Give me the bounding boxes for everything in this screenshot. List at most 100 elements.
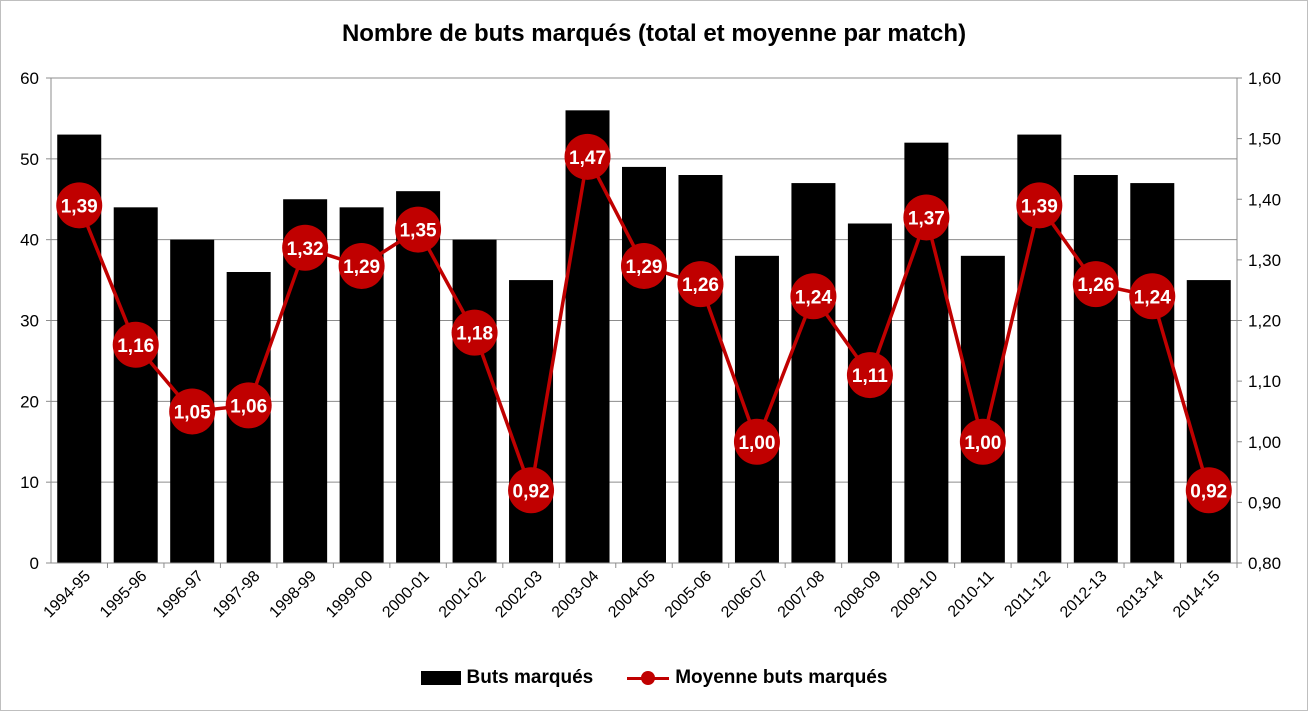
- x-category-labels: 1994-95 1995-96 1996-97 1997-98 1998-99 1999-…: [41, 568, 1224, 622]
- average-marker: [790, 273, 837, 320]
- average-marker: [56, 182, 103, 229]
- average-data-label: 1,18: [456, 324, 493, 345]
- average-marker: [395, 206, 442, 253]
- average-marker: [282, 224, 329, 271]
- bar: [509, 280, 554, 563]
- average-markers: 1,39 1,16 1,05 1,06 1,32 1,29 1,35 1,18 0,92 1,47…: [56, 133, 1232, 514]
- y-left-tick-label: 0: [30, 554, 39, 573]
- x-category-label: 1997-98: [210, 568, 264, 622]
- y-right-tick-label: 1,00: [1248, 433, 1281, 452]
- average-data-label: 1,26: [1077, 275, 1114, 296]
- y-left-tick-label: 30: [20, 312, 39, 331]
- average-marker: [338, 242, 385, 289]
- average-data-label: 1,32: [287, 239, 324, 260]
- y-left-tick-label: 20: [20, 392, 39, 411]
- x-category-label: 2004-05: [605, 568, 659, 622]
- x-category-label: 1994-95: [41, 568, 95, 622]
- average-data-label: 1,24: [795, 287, 832, 308]
- y-left-tick-label: 10: [20, 473, 39, 492]
- average-marker: [1016, 182, 1063, 229]
- average-data-label: 1,00: [738, 433, 775, 454]
- y-left-tick-label: 40: [20, 231, 39, 250]
- average-marker: [564, 133, 611, 180]
- legend-bar-swatch: [420, 671, 461, 685]
- average-marker: [112, 321, 159, 368]
- y-right-tick-label: 1,10: [1248, 372, 1281, 391]
- x-category-label: 1995-96: [97, 568, 151, 622]
- average-marker: [169, 388, 216, 435]
- x-category-label: 1998-99: [266, 568, 320, 622]
- y-right-tick-label: 1,30: [1248, 251, 1281, 270]
- x-category-label: 2003-04: [549, 568, 603, 622]
- average-data-label: 1,37: [908, 208, 945, 229]
- bar: [734, 255, 779, 564]
- bar: [960, 255, 1005, 564]
- y-left-tick-label: 50: [20, 150, 39, 169]
- legend-line-label: Moyenne buts marqués: [675, 667, 888, 688]
- x-category-label: 2002-03: [492, 568, 546, 622]
- average-marker: [225, 382, 272, 429]
- average-marker: [903, 194, 950, 241]
- y-left-tick-label: 60: [20, 69, 39, 88]
- average-data-label: 1,35: [400, 221, 437, 242]
- legend-line-swatch: [627, 671, 670, 685]
- average-data-label: 1,06: [230, 396, 267, 417]
- average-marker: [677, 261, 724, 308]
- average-data-label: 0,92: [513, 481, 550, 502]
- y-right-tick-label: 1,60: [1248, 69, 1281, 88]
- bar: [1186, 280, 1231, 563]
- bar: [622, 166, 666, 563]
- x-category-label: 2014-15: [1170, 568, 1224, 622]
- x-category-label: 2001-02: [436, 568, 490, 622]
- average-data-label: 1,16: [117, 336, 154, 357]
- x-category-label: 2007-08: [775, 568, 829, 622]
- average-marker: [451, 309, 498, 356]
- average-data-label: 1,24: [1134, 287, 1171, 308]
- average-data-label: 1,11: [852, 366, 888, 387]
- x-category-label: 1996-97: [153, 568, 207, 622]
- average-data-label: 1,39: [1021, 196, 1058, 217]
- average-data-label: 1,29: [626, 257, 663, 278]
- bars-series: [57, 110, 1231, 564]
- y-right-ticks: 0,80 0,90 1,00 1,10 1,20 1,30 1,40 1,50 1,60: [1248, 69, 1281, 573]
- legend-item-line: Moyenne buts marqués: [627, 667, 887, 689]
- average-data-label: 1,29: [343, 257, 380, 278]
- x-category-label: 2013-14: [1114, 568, 1168, 622]
- average-marker: [508, 467, 555, 514]
- chart-title: Nombre de buts marqués (total et moyenne…: [341, 20, 967, 47]
- bar: [678, 175, 723, 563]
- average-marker: [1129, 273, 1176, 320]
- x-category-label: 2008-09: [831, 568, 885, 622]
- x-category-label: 2000-01: [379, 568, 433, 622]
- average-data-label: 1,00: [964, 433, 1001, 454]
- average-marker: [733, 418, 780, 465]
- average-marker: [1185, 467, 1232, 514]
- x-category-label: 2006-07: [718, 568, 772, 622]
- bar: [791, 183, 836, 564]
- bar: [113, 207, 158, 564]
- average-data-label: 1,05: [174, 402, 211, 423]
- axes: [46, 77, 1242, 568]
- x-category-label: 2012-13: [1057, 568, 1111, 622]
- legend-bar-label: Buts marqués: [466, 667, 594, 688]
- average-marker: [1072, 261, 1119, 308]
- x-category-label: 2005-06: [662, 568, 716, 622]
- y-right-tick-label: 0,90: [1248, 493, 1281, 512]
- y-right-tick-label: 1,20: [1248, 312, 1281, 331]
- bar: [1073, 175, 1118, 563]
- average-marker: [621, 242, 667, 289]
- y-right-tick-label: 0,80: [1248, 554, 1281, 573]
- average-data-label: 1,39: [61, 196, 98, 217]
- x-category-label: 2011-12: [1001, 568, 1054, 621]
- x-category-label: 1999-00: [323, 568, 377, 622]
- average-data-label: 0,92: [1190, 481, 1227, 502]
- legend-item-bars: Buts marqués: [420, 667, 594, 689]
- x-category-label: 2010-11: [945, 568, 998, 621]
- y-left-ticks: 0 10 20 30 40 50 60: [20, 69, 39, 573]
- y-right-tick-label: 1,40: [1248, 190, 1281, 209]
- y-right-tick-label: 1,50: [1248, 130, 1281, 149]
- average-data-label: 1,26: [682, 275, 719, 296]
- x-category-label: 2009-10: [888, 568, 942, 622]
- average-data-label: 1,47: [569, 148, 606, 169]
